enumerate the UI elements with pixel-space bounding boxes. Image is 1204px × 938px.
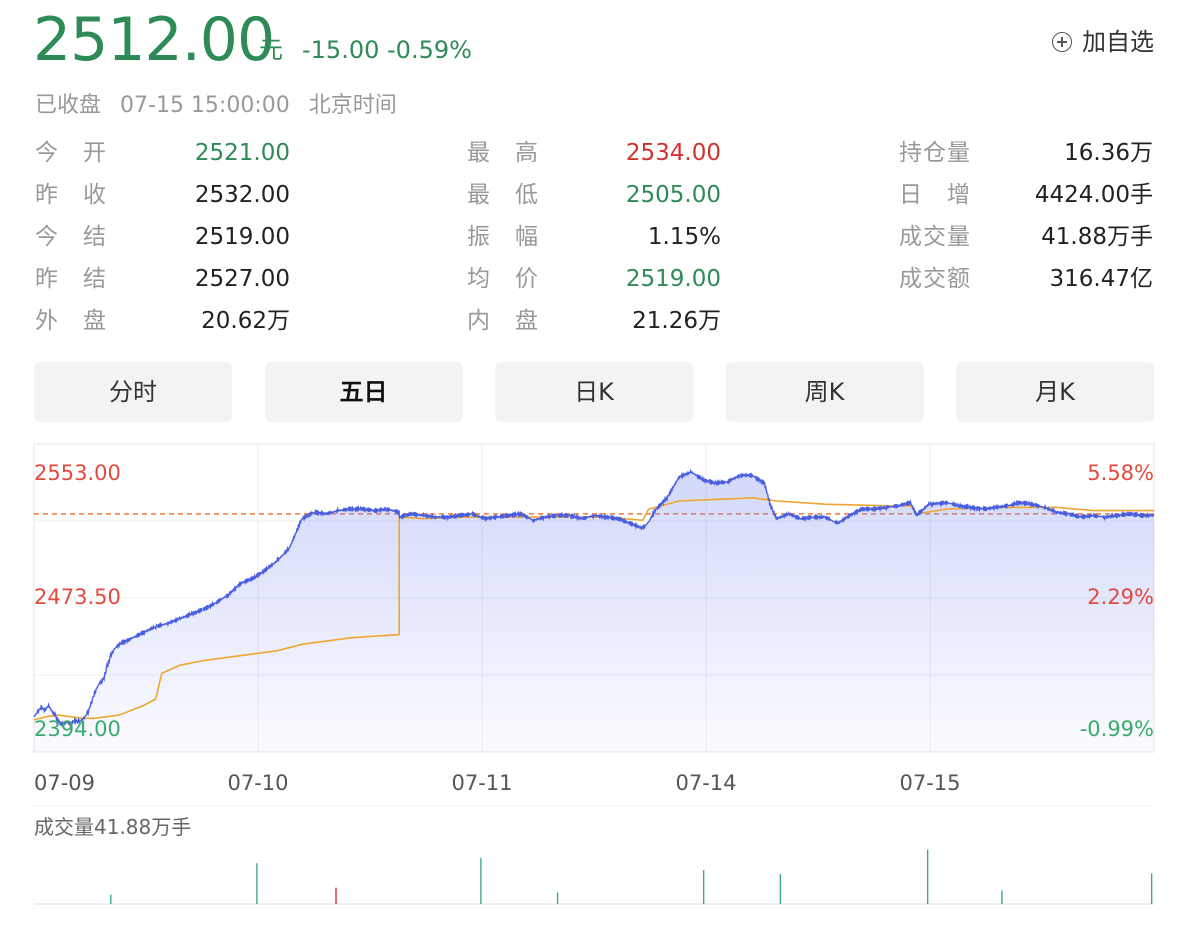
volume-label: 成交量41.88万手	[34, 815, 191, 839]
stat-value: 4424.00手	[1034, 182, 1153, 208]
stat-label: 均 价	[467, 266, 539, 292]
y-tick-right: 5.58%	[1087, 461, 1154, 485]
stat-label: 最 高	[467, 140, 539, 166]
stat-value: 16.36万	[1064, 140, 1153, 166]
volume-bar	[556, 892, 559, 904]
volume-bar	[702, 870, 705, 904]
y-tick-right: -0.99%	[1080, 717, 1154, 741]
price-line	[33, 468, 1155, 727]
x-tick: 07-11	[451, 771, 512, 795]
plus-circle-icon	[1052, 32, 1072, 52]
x-tick: 07-15	[899, 771, 960, 795]
stat-value: 2534.00	[625, 140, 721, 166]
volume-bar	[1001, 890, 1003, 904]
tab-five-day[interactable]: 五日	[264, 362, 463, 422]
add-to-watchlist-button[interactable]: 加自选	[1052, 26, 1154, 58]
volume-bar	[335, 887, 337, 904]
price-lines	[33, 468, 1155, 752]
tab-daily-k[interactable]: 日K	[495, 362, 693, 422]
y-tick-left: 2553.00	[34, 461, 121, 485]
stat-label: 今 结	[35, 224, 107, 250]
stat-label: 今 开	[35, 140, 107, 166]
status-timezone: 北京时间	[308, 93, 397, 118]
tab-intraday[interactable]: 分时	[34, 362, 232, 422]
stat-label: 成交额	[899, 266, 971, 292]
stat-label: 日 增	[899, 182, 971, 208]
stat-value: 2519.00	[625, 266, 721, 292]
stat-value: 2505.00	[625, 182, 721, 208]
stat-value: 21.26万	[632, 308, 721, 334]
stat-value: 41.88万手	[1041, 224, 1153, 250]
stat-value: 2521.00	[194, 140, 290, 166]
volume-bar	[110, 894, 112, 904]
stat-value: 1.15%	[647, 224, 721, 250]
stat-label: 持仓量	[899, 140, 971, 166]
stat-value: 316.47亿	[1049, 266, 1153, 292]
stat-label: 最 低	[467, 182, 539, 208]
five-day-chart: 2553.00 2473.50 2394.00 5.58% 2.29% -0.99% 07-…	[33, 443, 1155, 905]
y-tick-left: 2473.50	[34, 585, 121, 609]
volume-bar	[480, 857, 482, 904]
volume-bar	[1150, 873, 1153, 904]
last-price: 2512.00	[33, 5, 275, 75]
price-change: -15.00 -0.59%	[302, 34, 472, 66]
add-to-watchlist-label: 加自选	[1082, 28, 1154, 56]
x-tick: 07-14	[675, 771, 736, 795]
volume-bars	[34, 849, 1154, 905]
x-tick: 07-10	[227, 771, 288, 795]
stat-label: 昨 收	[35, 182, 107, 208]
stat-value: 2527.00	[194, 266, 290, 292]
stat-label: 内 盘	[467, 308, 539, 334]
stat-label: 振 幅	[467, 224, 539, 250]
change-percent: -0.59%	[387, 36, 472, 64]
volume-bar	[779, 874, 782, 904]
status-text: 已收盘	[35, 93, 102, 118]
stat-value: 20.62万	[201, 308, 290, 334]
axis-labels: 2553.00 2473.50 2394.00 5.58% 2.29% -0.99% 07-…	[34, 461, 1154, 839]
price-area	[34, 470, 1154, 752]
status-time: 07-15 15:00:00	[120, 93, 290, 118]
stat-label: 成交量	[899, 224, 971, 250]
volume-bar	[926, 849, 929, 904]
stat-value: 2519.00	[194, 224, 290, 250]
stat-value: 2532.00	[194, 182, 290, 208]
x-tick: 07-09	[34, 771, 95, 795]
stat-label: 外 盘	[35, 308, 107, 334]
y-tick-right: 2.29%	[1087, 585, 1154, 609]
y-tick-left: 2394.00	[34, 717, 121, 741]
market-status: 已收盘 07-15 15:00:00 北京时间	[35, 91, 409, 121]
tab-monthly-k[interactable]: 月K	[956, 362, 1154, 422]
volume-bar	[256, 863, 258, 904]
tab-weekly-k[interactable]: 周K	[725, 362, 924, 422]
change-amount: -15.00	[302, 36, 380, 64]
price-unit: 元	[259, 36, 283, 64]
stat-label: 昨 结	[35, 266, 107, 292]
